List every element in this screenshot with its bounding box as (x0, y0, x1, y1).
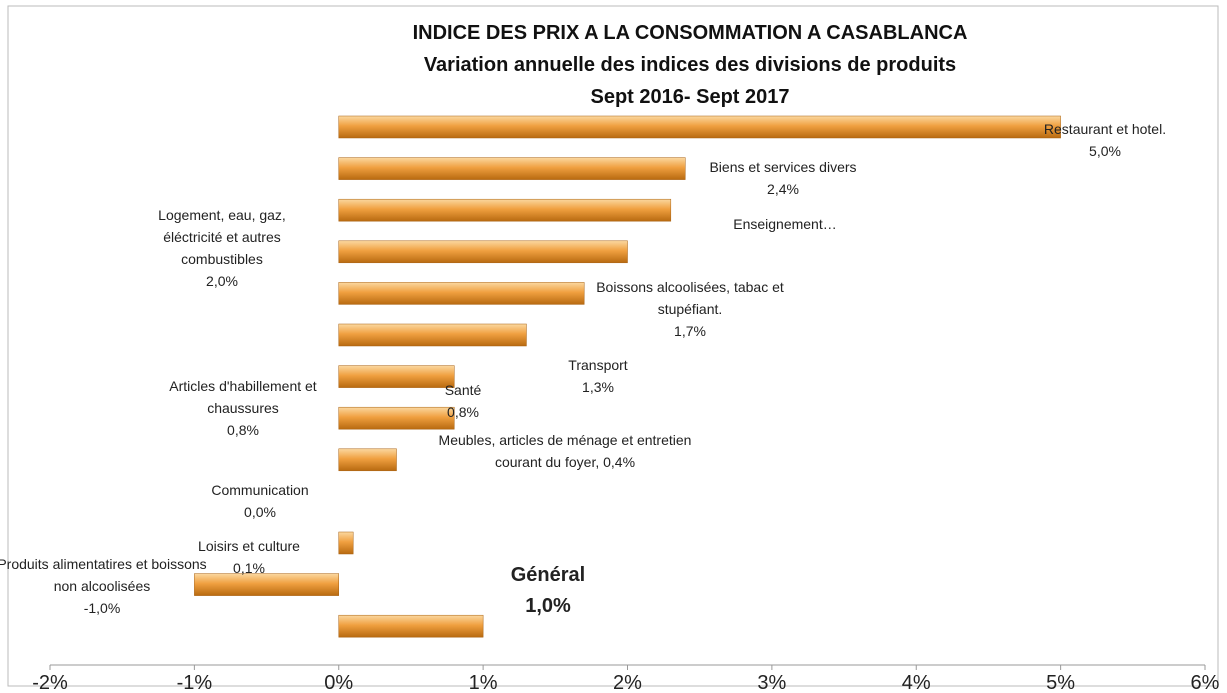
bar (338, 198, 672, 222)
bar (338, 323, 527, 347)
value-label: 1,3% (582, 379, 614, 395)
category-label: Enseignement… (733, 216, 837, 232)
value-label: 0,0% (244, 504, 276, 520)
category-label: Loisirs et culture (198, 538, 300, 554)
category-label: Meubles, articles de ménage et entretien… (438, 432, 692, 470)
data-label: Enseignement… (685, 213, 885, 235)
value-label: 1,0% (525, 595, 571, 617)
data-label: Restaurant et hotel. 5,0% (1025, 118, 1185, 162)
x-tick-label: 0% (324, 672, 353, 693)
bar (194, 573, 339, 596)
x-tick-label: -1% (177, 672, 213, 693)
category-label: Restaurant et hotel. (1043, 121, 1167, 137)
bar (338, 531, 354, 555)
chart-title: INDICE DES PRIX A LA CONSOMMATION A CASA… (412, 22, 968, 44)
data-label: Transport 1,3% (538, 354, 658, 398)
chart-title: Sept 2016- Sept 2017 (590, 86, 790, 108)
value-label: -1,0% (83, 600, 121, 616)
bar (338, 406, 455, 430)
chart-title: Variation annuelle des indices des divis… (423, 54, 957, 76)
value-label: 5,0% (1089, 143, 1121, 159)
data-label: Communication 0,0% (170, 479, 350, 523)
bar (338, 365, 455, 388)
bar (338, 614, 484, 638)
value-label: 2,0% (206, 273, 238, 289)
bar (338, 115, 1061, 139)
bar (338, 240, 628, 264)
data-label: Général 1,0% (488, 560, 608, 622)
data-label: Loisirs et culture 0,1% (179, 535, 319, 579)
x-tick-label: 6% (1191, 672, 1220, 693)
x-tick-label: 1% (469, 672, 498, 693)
data-label: Meubles, articles de ménage et entretien… (430, 429, 700, 473)
x-tick-label: -2% (32, 672, 68, 693)
value-label: 0,8% (447, 404, 479, 420)
x-tick-label: 4% (902, 672, 931, 693)
category-label: Santé (444, 382, 482, 398)
category-label: Articles d'habillement et chaussures (169, 378, 317, 416)
data-label: Produits alimentatires et boissons non a… (0, 553, 207, 619)
value-label: 1,7% (674, 323, 706, 339)
category-label: Communication (211, 482, 309, 498)
data-label: Boissons alcoolisées, tabac et stupéfian… (565, 276, 815, 342)
value-label: 0,4% (603, 454, 636, 470)
x-tick-label: 2% (613, 672, 642, 693)
value-label: 0,1% (233, 560, 265, 576)
category-label: Transport (568, 357, 628, 373)
data-label: Santé 0,8% (433, 379, 493, 423)
x-tick-label: 5% (1046, 672, 1075, 693)
data-label: Biens et services divers 2,4% (673, 156, 893, 200)
data-label: Articles d'habillement et chaussures 0,8% (143, 375, 343, 441)
value-label: 2,4% (767, 181, 799, 197)
data-label: Logement, eau, gaz, éléctricité et autre… (132, 204, 312, 292)
category-label: Biens et services divers (709, 159, 857, 175)
bar (338, 448, 397, 472)
category-label: Général (510, 564, 586, 586)
category-label: Boissons alcoolisées, tabac et stupéfian… (596, 279, 784, 317)
x-tick-label: 3% (757, 672, 786, 693)
category-label: Produits alimentatires et boissons non a… (0, 556, 207, 594)
bar (338, 157, 686, 180)
category-label: Logement, eau, gaz, éléctricité et autre… (158, 207, 286, 267)
bar (338, 282, 585, 305)
value-label: 0,8% (227, 422, 259, 438)
chart-border (7, 5, 1219, 687)
